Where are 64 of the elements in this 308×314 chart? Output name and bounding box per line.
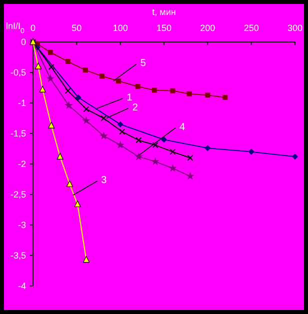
- point: [83, 106, 90, 112]
- point: [204, 145, 211, 152]
- point: [134, 152, 143, 160]
- point: [65, 59, 70, 64]
- y-tick-label: -1,5: [10, 128, 26, 138]
- point: [205, 92, 210, 98]
- point: [168, 164, 177, 172]
- point: [186, 91, 192, 96]
- x-tick-label: 250: [244, 23, 259, 33]
- point: [82, 116, 90, 124]
- point: [48, 50, 53, 55]
- point: [56, 152, 64, 160]
- point: [82, 68, 88, 73]
- point: [135, 84, 140, 90]
- x-tick-label: 200: [200, 23, 216, 33]
- y-tick-label: 0: [20, 37, 26, 47]
- point: [99, 74, 104, 79]
- point: [34, 62, 42, 70]
- point: [170, 88, 176, 94]
- point: [187, 154, 194, 161]
- point: [48, 64, 54, 70]
- point: [64, 101, 74, 110]
- annotation: 2: [132, 102, 138, 114]
- x-tick-label: 150: [156, 23, 172, 33]
- point: [248, 148, 254, 155]
- point: [46, 74, 55, 82]
- y-tick-label: -2,5: [10, 190, 26, 200]
- point: [222, 95, 228, 100]
- annotation: 4: [180, 122, 186, 133]
- point: [186, 172, 194, 180]
- point: [152, 142, 158, 148]
- point: [170, 148, 176, 155]
- point: [136, 137, 142, 144]
- point: [74, 200, 81, 208]
- point: [82, 256, 90, 263]
- point: [64, 88, 71, 94]
- y-tick-label: -0,5: [10, 68, 26, 78]
- y-axis-title: lnI/I$_{0}$: [6, 21, 25, 34]
- point: [151, 157, 160, 166]
- x-tick-label: 0: [30, 23, 36, 33]
- annotation: 1: [126, 92, 133, 104]
- x-tick-label: 100: [112, 23, 128, 33]
- annotation: 3: [101, 175, 108, 186]
- annotation: 5: [140, 58, 146, 70]
- point: [66, 180, 73, 187]
- point: [152, 88, 157, 93]
- y-tick-label: -1: [18, 98, 26, 108]
- point: [119, 128, 126, 135]
- x-tick-label: 300: [287, 23, 303, 33]
- point: [116, 140, 125, 149]
- x-tick-label: 50: [72, 23, 82, 33]
- point: [292, 154, 298, 160]
- point: [75, 94, 82, 101]
- y-tick-label: -4: [18, 281, 26, 291]
- point: [116, 78, 122, 84]
- x-axis-title: t, мин: [152, 7, 176, 17]
- y-tick-label: -3,5: [10, 250, 26, 260]
- y-tick-label: -3: [18, 220, 26, 230]
- point: [117, 121, 124, 128]
- point: [161, 136, 167, 143]
- point: [39, 86, 46, 92]
- y-tick-label: -2: [18, 159, 26, 169]
- point: [100, 132, 108, 140]
- point: [48, 122, 55, 128]
